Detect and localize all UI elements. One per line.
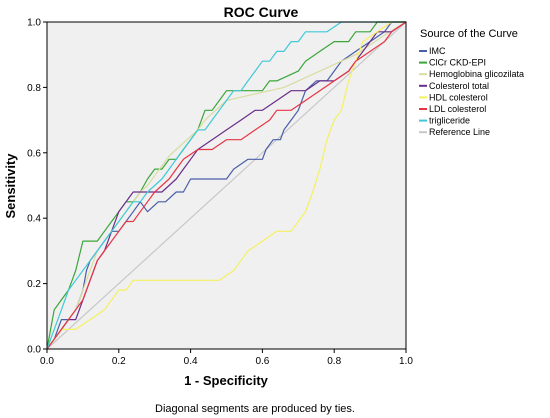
y-tick-label: 1.0 (27, 18, 41, 29)
x-tick-label: 1.0 (399, 356, 413, 367)
legend-label-colesterol-total: Colesterol total (429, 81, 489, 91)
x-tick-label: 0.4 (184, 356, 198, 367)
legend-label-hdl-colesterol: HDL colesterol (429, 92, 488, 102)
legend-label-reference-line: Reference Line (429, 127, 490, 137)
legend-label-ldl-colesterol: LDL colesterol (429, 104, 486, 114)
series-line-hemoglobina-glicozilata (46, 21, 407, 350)
series-line-trigliceride (46, 21, 406, 350)
series-line-ldl-colesterol (46, 21, 407, 350)
x-tick-label: 0.0 (40, 356, 54, 367)
series-line-reference-line (46, 21, 407, 350)
x-tick-label: 0.8 (327, 356, 341, 367)
legend-label-trigliceride: trigliceride (429, 116, 470, 126)
x-tick-label: 0.2 (112, 356, 126, 367)
series-line-hdl-colesterol (46, 21, 406, 350)
y-axis-title: Sensitivity (3, 153, 18, 219)
x-axis-title: 1 - Specificity (184, 373, 269, 388)
legend: Source of the Curve IMC ClCr CKD-EPIHemog… (419, 28, 524, 137)
y-tick-label: 0.6 (27, 148, 41, 159)
legend-label-hemoglobina-glicozilata: Hemoglobina glicozilata (429, 69, 524, 79)
y-tick-label: 0.0 (27, 345, 41, 356)
y-tick-label: 0.4 (27, 214, 41, 225)
legend-label-imc: IMC (429, 46, 446, 56)
axis-ticks: 0.0 0.2 0.4 0.6 0.8 1.0 0.0 0.2 0.4 0.6 0.8 1.0 (27, 18, 413, 368)
plot-frame (46, 21, 407, 350)
legend-label-clcr-ckd-epi: ClCr CKD-EPI (429, 58, 486, 68)
x-tick-label: 0.6 (255, 356, 269, 367)
footnote: Diagonal segments are produced by ties. (155, 403, 355, 415)
chart-title: ROC Curve (224, 4, 299, 20)
legend-title: Source of the Curve (420, 28, 518, 40)
y-tick-label: 0.8 (27, 83, 41, 94)
series-lines (46, 21, 407, 350)
y-tick-label: 0.2 (27, 279, 41, 290)
